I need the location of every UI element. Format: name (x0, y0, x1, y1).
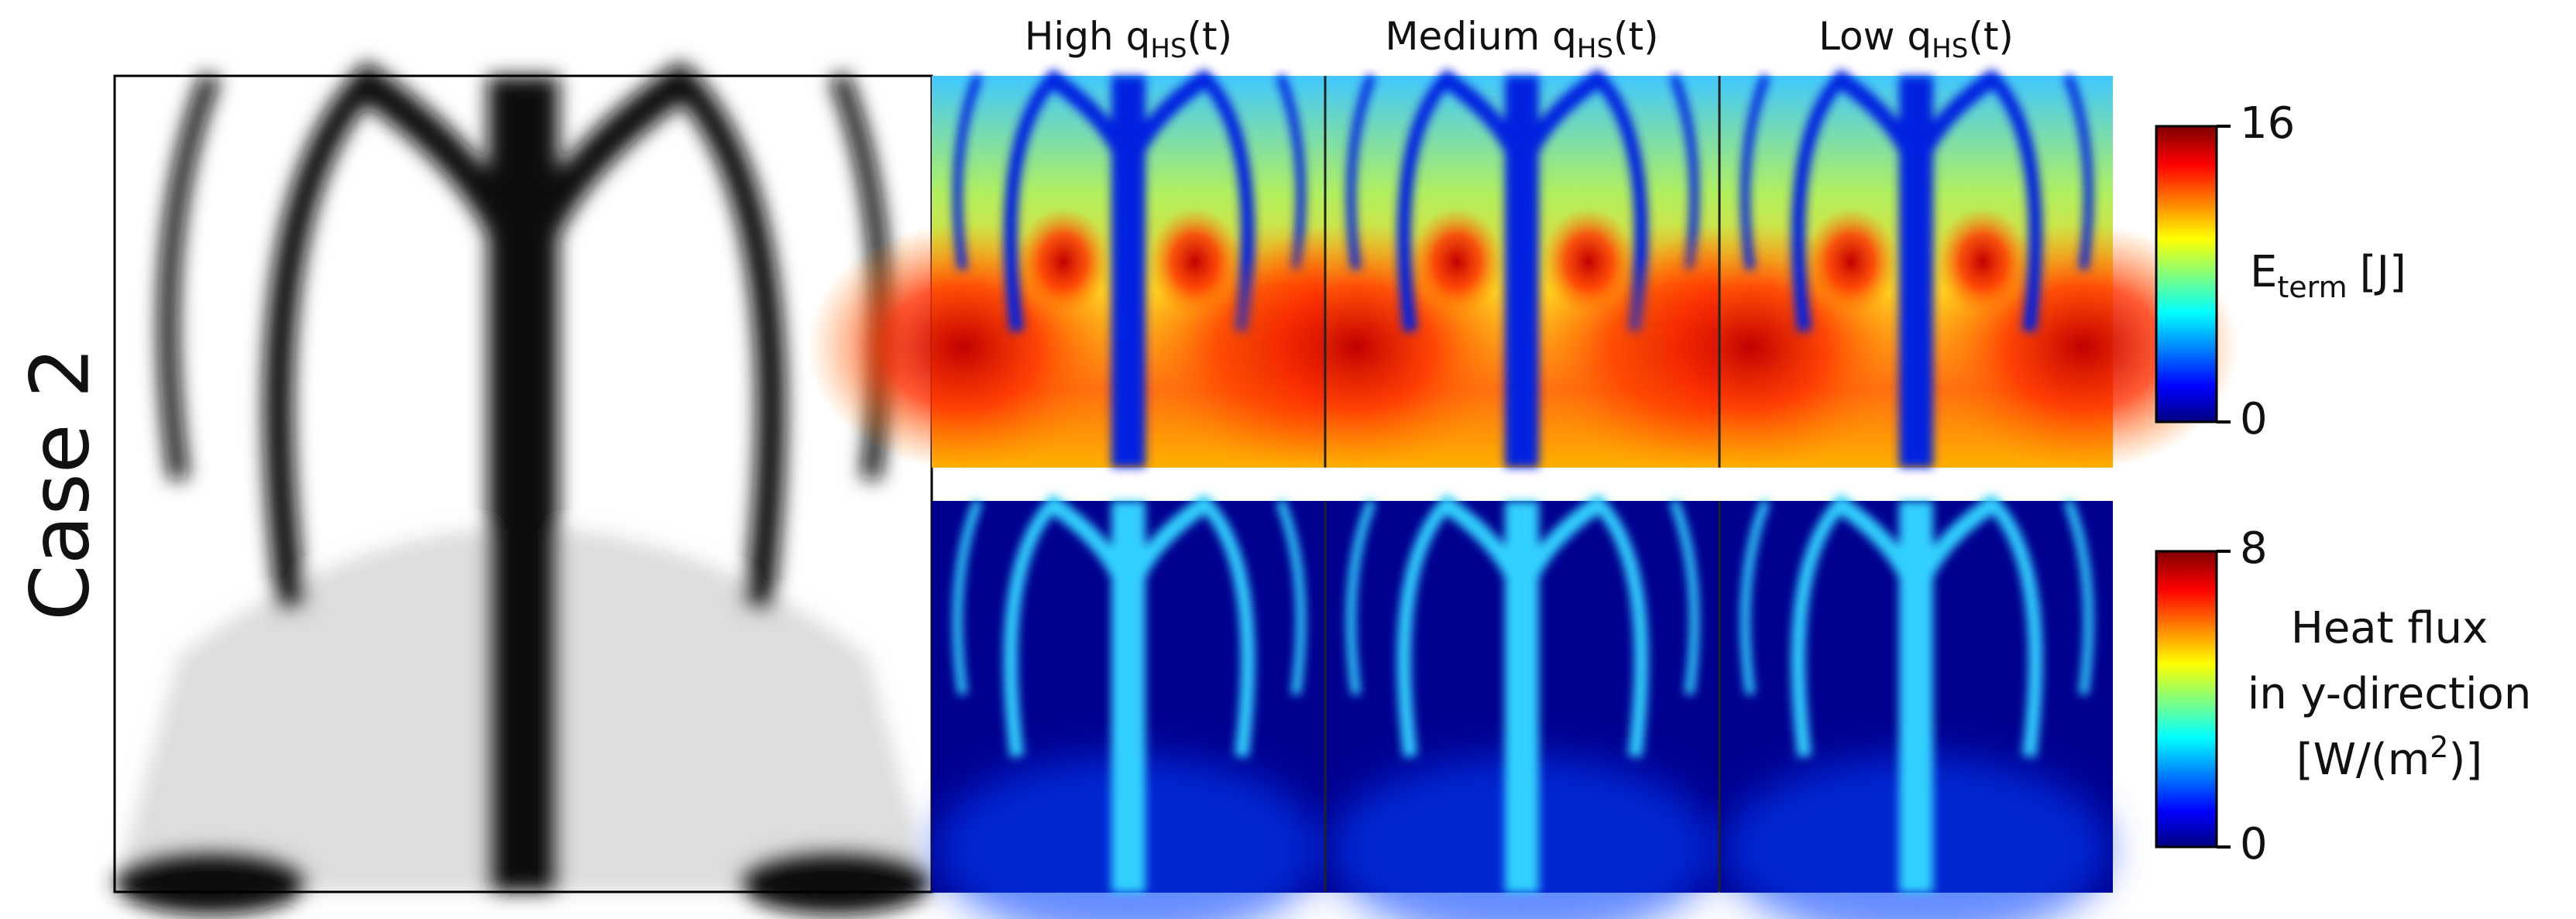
tick-label: 8 (2240, 523, 2268, 574)
colorbar (2155, 550, 2218, 849)
row-label: Case 2 (12, 347, 107, 621)
colorbar-label: in y-direction (2248, 669, 2532, 719)
density-panel (113, 76, 933, 914)
colorbar-label: Heat flux (2291, 603, 2488, 653)
column-title: Medium qHS(t) (1385, 14, 1658, 64)
tick-label: 16 (2240, 98, 2295, 149)
heatmaps (808, 76, 2238, 919)
tick-label: 0 (2240, 819, 2268, 869)
tick-label: 0 (2240, 394, 2268, 444)
colorbar-label: [W/(m2)] (2296, 730, 2482, 785)
column-title: High qHS(t) (1025, 14, 1232, 64)
colorbar-label: Eterm [J] (2250, 247, 2406, 304)
column-title: Low qHS(t) (1819, 14, 2014, 64)
colorbar (2155, 125, 2218, 423)
